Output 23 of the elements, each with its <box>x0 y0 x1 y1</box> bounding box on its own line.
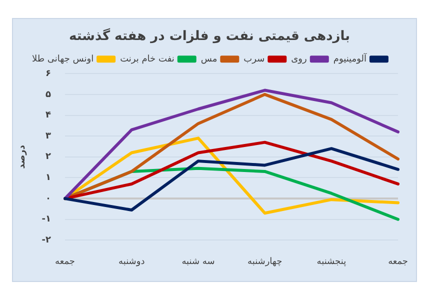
legend-label: اونس جهانی طلا <box>32 54 94 64</box>
y-tick-label: ۶ <box>46 68 52 79</box>
y-tick-label: ۲ <box>46 152 52 162</box>
legend-label: نفت خام برنت <box>120 54 174 64</box>
legend-label: مس <box>200 54 218 64</box>
y-tick-label: ۵ <box>46 90 52 100</box>
y-tick-label: ۴ <box>46 110 52 121</box>
legend-label: روی <box>291 54 307 64</box>
x-tick-label: دوشنبه <box>118 256 145 267</box>
y-tick-label: -۱ <box>42 214 52 225</box>
x-tick-label: سه شنبه <box>182 256 215 267</box>
x-tick-label: جمعه <box>55 256 75 267</box>
y-tick-label: -۲ <box>42 236 52 246</box>
y-tick-label: ۳ <box>46 131 52 142</box>
y-axis-title: درصد <box>18 144 28 169</box>
y-tick-label: ۰ <box>46 194 52 204</box>
legend-label: آلومینیوم <box>333 52 367 64</box>
legend-label: سرب <box>244 54 265 64</box>
y-tick-label: ۱ <box>46 173 52 184</box>
chart-title: بازدهی قیمتی نفت و فلزات در هفته گذشته <box>68 28 350 44</box>
x-tick-label: پنجشنبه <box>316 256 347 267</box>
x-tick-label: جمعه <box>388 256 408 267</box>
x-tick-label: چهارشنبه <box>248 256 282 267</box>
